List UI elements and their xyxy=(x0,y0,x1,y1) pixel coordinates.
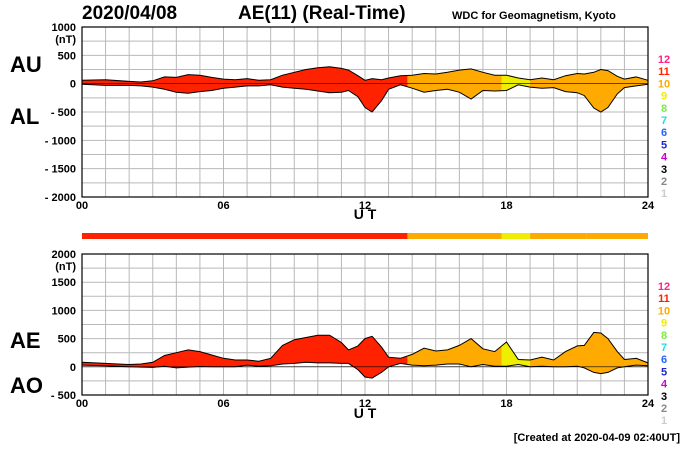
scale-legend-item: 1 xyxy=(661,188,667,200)
y-tick-label: - 500 xyxy=(51,107,76,119)
scale-legend-item: 6 xyxy=(661,354,667,366)
series-line-AE xyxy=(81,331,649,366)
scale-legend-item: 9 xyxy=(661,91,667,103)
x-tick-label: 06 xyxy=(217,200,229,212)
y-tick-label: 500 xyxy=(58,334,76,346)
y-tick-label: - 1500 xyxy=(45,164,76,176)
y-tick-label: 0 xyxy=(70,79,76,91)
x-tick-label: 00 xyxy=(76,398,88,410)
x-tick-label: 06 xyxy=(217,398,229,410)
scale-legend-item: 3 xyxy=(661,164,667,176)
plot-frame xyxy=(81,26,649,198)
y-tick-label: 1000 xyxy=(52,305,76,317)
scale-legend-item: 7 xyxy=(661,342,667,354)
scale-legend-item: 6 xyxy=(661,127,667,139)
x-tick-label: 24 xyxy=(642,200,655,212)
scale-legend-item: 11 xyxy=(658,293,670,305)
series-line-AU xyxy=(81,66,649,83)
scale-legend-item: 5 xyxy=(661,139,667,151)
data-source: WDC for Geomagnetism, Kyoto xyxy=(452,10,616,22)
activity-segment xyxy=(586,233,648,239)
series-line-AL xyxy=(81,83,649,113)
x-tick-label: 00 xyxy=(76,200,88,212)
x-axis-label: U T xyxy=(354,405,377,421)
activity-segment xyxy=(82,233,408,239)
scale-legend-item: 12 xyxy=(658,54,670,66)
y-tick-label: - 1000 xyxy=(45,135,76,147)
scale-legend-item: 4 xyxy=(661,379,668,391)
x-tick-label: 18 xyxy=(500,398,512,410)
y-tick-label: - 2000 xyxy=(45,192,76,204)
activity-segment xyxy=(530,233,587,239)
scale-legend-item: 10 xyxy=(658,78,670,90)
activity-segment xyxy=(407,233,502,239)
x-tick-label: 18 xyxy=(500,200,512,212)
y-tick-label: 0 xyxy=(70,362,76,374)
scale-legend-item: 8 xyxy=(661,103,667,115)
x-axis-label: U T xyxy=(354,206,377,222)
au-label: AU xyxy=(10,52,42,77)
panel-0: 1000 500 0 - 500 - 1000 - 1500 - 2000 (nT) 00 06 1… xyxy=(45,22,670,222)
scale-legend-item: 8 xyxy=(661,330,667,342)
scale-legend-item: 1 xyxy=(661,415,667,427)
scale-legend-item: 5 xyxy=(661,366,667,378)
activity-segment xyxy=(501,233,531,239)
ae-label: AE xyxy=(10,328,41,353)
plot-title: AE(11) (Real-Time) xyxy=(238,3,406,24)
y-tick-label: 2000 xyxy=(52,249,76,261)
x-tick-label: 12 xyxy=(359,398,371,410)
y-tick-label: 500 xyxy=(58,50,76,62)
scale-legend-item: 10 xyxy=(658,305,670,317)
plot-date: 2020/04/08 xyxy=(82,3,178,24)
plot-frame xyxy=(81,253,649,396)
scale-legend-item: 2 xyxy=(661,176,667,188)
scale-legend-item: 7 xyxy=(661,115,667,127)
scale-legend-item: 12 xyxy=(658,281,670,293)
unit-label: (nT) xyxy=(55,261,76,273)
created-timestamp: [Created at 2020-04-09 02:40UT] xyxy=(513,432,680,444)
scale-legend-item: 4 xyxy=(661,152,668,164)
scale-legend-item: 11 xyxy=(658,66,670,78)
y-tick-label: - 500 xyxy=(51,390,76,402)
scale-legend-item: 3 xyxy=(661,391,667,403)
activity-bar xyxy=(82,233,648,239)
unit-label: (nT) xyxy=(55,34,76,46)
x-tick-label: 12 xyxy=(359,200,371,212)
al-label: AL xyxy=(10,104,40,129)
ao-label: AO xyxy=(10,373,43,398)
x-tick-label: 24 xyxy=(642,398,655,410)
y-tick-label: 1000 xyxy=(52,22,76,34)
scale-legend-item: 2 xyxy=(661,403,667,415)
scale-legend-item: 9 xyxy=(661,318,667,330)
y-tick-label: 1500 xyxy=(52,277,76,289)
